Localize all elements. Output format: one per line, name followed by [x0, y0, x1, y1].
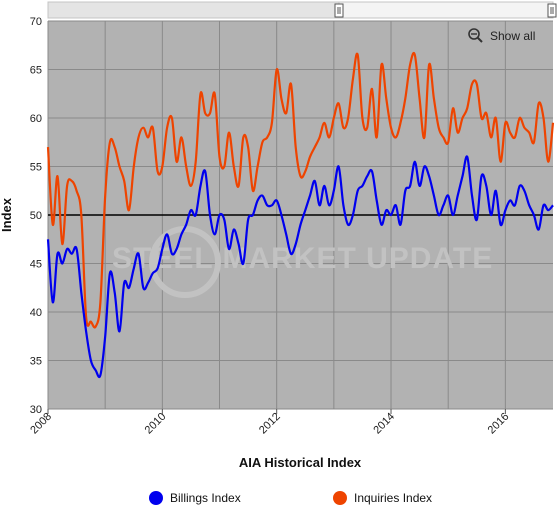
legend-marker-inquiries — [333, 491, 347, 505]
navigator-handle-left[interactable] — [334, 3, 344, 18]
navigator-handle-right[interactable] — [547, 3, 557, 18]
y-tick-label: 30 — [30, 404, 42, 416]
series-line-inquiries[interactable] — [46, 51, 555, 329]
y-tick-label: 40 — [30, 307, 42, 319]
legend-label-inquiries: Inquiries Index — [354, 491, 432, 505]
y-tick-label: 50 — [30, 210, 42, 222]
legend: Billings Index Inquiries Index — [149, 491, 432, 505]
legend-marker-billings — [149, 491, 163, 505]
y-tick-label: 65 — [30, 65, 42, 77]
x-axis-title: AIA Historical Index — [239, 455, 362, 470]
x-tick-label: 2012 — [257, 411, 283, 437]
x-tick-label: 2014 — [371, 411, 397, 437]
series-line-billings[interactable] — [46, 155, 554, 379]
legend-item-billings[interactable]: Billings Index — [149, 491, 241, 505]
y-tick-label: 60 — [30, 113, 42, 125]
zoom-out-icon — [468, 28, 483, 43]
y-tick-label: 35 — [30, 356, 42, 368]
y-tick-label: 70 — [30, 16, 42, 28]
legend-label-billings: Billings Index — [170, 491, 241, 505]
y-axis-title: Index — [0, 197, 14, 232]
y-tick-label: 45 — [30, 259, 42, 271]
x-tick-label: 2010 — [143, 411, 169, 437]
series-group — [46, 51, 555, 379]
x-tick-label: 2016 — [486, 411, 512, 437]
y-tick-label: 55 — [30, 162, 42, 174]
navigator-scrollbar[interactable] — [47, 1, 557, 19]
legend-item-inquiries[interactable]: Inquiries Index — [333, 491, 432, 505]
show-all-button[interactable]: Show all — [468, 28, 535, 43]
x-axis-ticks: 2008 2010 2012 2014 2016 — [28, 409, 511, 436]
show-all-label: Show all — [490, 29, 535, 43]
watermark-text: STEEL MARKET UPDATE — [112, 242, 493, 275]
navigator-window[interactable] — [338, 1, 554, 19]
y-axis-ticks: 30 35 40 45 50 55 60 65 70 — [30, 16, 42, 416]
